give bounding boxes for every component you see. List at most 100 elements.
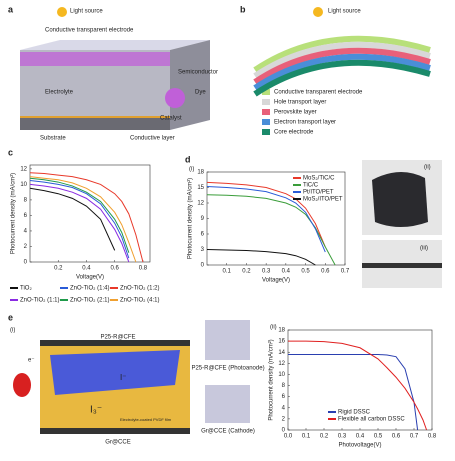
series-line <box>288 353 419 431</box>
legend-label: ZnO-TiO₂ (1:4) <box>70 286 109 292</box>
panel-label: c <box>8 147 13 157</box>
x-axis-label: Voltage(V) <box>262 278 290 284</box>
label: Substrate <box>40 136 66 142</box>
layer-band <box>253 59 431 97</box>
y-tick-label: 8 <box>24 197 28 203</box>
label: Electrolyte-coated PVDF film <box>120 417 172 422</box>
legend-label: MoS₂/TiC/C <box>303 176 335 182</box>
series-line <box>29 176 137 263</box>
label: Conductive layer <box>130 136 175 142</box>
x-tick-label: 0.8 <box>139 266 148 272</box>
layer-band <box>253 41 431 79</box>
photo-fabric <box>372 171 428 227</box>
photo-label: (ii) <box>424 165 431 171</box>
x-axis-label: Photovoltage(V) <box>338 443 381 449</box>
layer-band <box>253 35 431 73</box>
label: Catalyst <box>160 116 182 122</box>
y-tick-label: 14 <box>278 350 285 356</box>
photo <box>205 385 250 423</box>
legend-label: TiC/C <box>303 183 319 189</box>
x-tick-label: 0.2 <box>54 266 63 272</box>
side <box>170 40 210 130</box>
label: Gr@CCE (Cathode) <box>201 429 255 435</box>
x-tick-label: 0.2 <box>242 269 251 275</box>
y-tick-label: 18 <box>197 170 204 176</box>
legend-swatch <box>262 129 270 135</box>
y-tick-label: 2 <box>24 244 28 250</box>
label: P25-R@CFE (Photoanode) <box>191 366 264 372</box>
y-tick-label: 12 <box>278 361 285 367</box>
sun <box>313 7 323 17</box>
series-line <box>29 183 130 263</box>
top-surface <box>20 40 210 50</box>
legend-swatch <box>262 119 270 125</box>
x-tick-label: 0.1 <box>302 434 311 440</box>
label: P25-R@CFE <box>100 335 135 341</box>
legend-label: MoS₂/ITO/PET <box>303 197 343 203</box>
x-tick-label: 0.6 <box>111 266 120 272</box>
legend-label: TiO₂ <box>20 286 32 292</box>
electron: e⁻ <box>28 358 35 364</box>
series-line <box>29 187 116 251</box>
y-tick-label: 12 <box>197 201 204 207</box>
x-tick-label: 0.3 <box>338 434 347 440</box>
y-tick-label: 8 <box>282 383 286 389</box>
x-tick-label: 0.3 <box>262 269 271 275</box>
legend-swatch <box>262 89 270 95</box>
label: Light source <box>328 9 361 15</box>
layer-band <box>253 53 431 91</box>
label: Electrolyte <box>45 90 74 96</box>
x-tick-label: 0.6 <box>392 434 401 440</box>
dye-layer <box>20 52 170 66</box>
sub-label: (i) <box>10 328 15 334</box>
legend-swatch <box>262 109 270 115</box>
label: Light source <box>70 9 103 15</box>
y-tick-label: 2 <box>282 416 286 422</box>
front <box>20 50 170 130</box>
x-tick-label: 0.7 <box>341 269 350 275</box>
series-line <box>29 177 130 253</box>
x-tick-label: 0.1 <box>223 269 232 275</box>
legend-label: ZnO-TiO₂ (4:1) <box>120 298 159 304</box>
photoanode-film <box>50 350 180 395</box>
y-tick-label: 6 <box>201 232 205 238</box>
legend-label: ZnO-TiO₂ (2:1) <box>70 298 109 304</box>
y-tick-label: 16 <box>278 339 285 345</box>
label: Conductive transparent electrode <box>45 28 134 34</box>
substrate <box>20 118 170 130</box>
y-tick-label: 10 <box>20 182 27 188</box>
x-tick-label: 0.5 <box>374 434 383 440</box>
x-tick-label: 0.4 <box>82 266 91 272</box>
photo-label: (iii) <box>420 246 428 252</box>
series-line <box>206 185 326 253</box>
legend-label: Flexible all carbon DSSC <box>338 417 405 423</box>
panel-label: e <box>8 312 13 322</box>
y-tick-label: 12 <box>20 166 27 172</box>
sub-label: (ii) <box>270 325 277 331</box>
x-tick-label: 0.5 <box>301 269 310 275</box>
ion: I₃⁻ <box>90 405 102 416</box>
anode-fiber <box>40 340 190 346</box>
legend-label: Perovskite layer <box>274 110 317 116</box>
x-tick-label: 0.2 <box>320 434 329 440</box>
y-axis-label: Photocurrent density (mA/cm²) <box>269 339 275 420</box>
x-tick-label: 0.4 <box>282 269 291 275</box>
legend-label: ZnO-TiO₂ (1:1) <box>20 298 59 304</box>
series-line <box>29 180 130 259</box>
legend-label: Rigid DSSC <box>338 410 371 416</box>
x-tick-label: 0.0 <box>284 434 293 440</box>
label: Dye <box>195 90 206 96</box>
panel-label: b <box>240 4 246 14</box>
x-tick-label: 0.8 <box>428 434 437 440</box>
legend-label: Conductive transparent electrode <box>274 90 363 96</box>
ion: I⁻ <box>120 373 126 382</box>
legend-label: Electron transport layer <box>274 120 336 126</box>
panel-a: a Light source Conductive transparent el… <box>8 4 218 141</box>
plot-frame <box>206 171 346 266</box>
y-tick-label: 18 <box>278 328 285 334</box>
legend-swatch <box>262 99 270 105</box>
y-tick-label: 0 <box>24 260 28 266</box>
photo-fiber <box>362 263 442 268</box>
y-tick-label: 0 <box>282 428 286 434</box>
photo <box>205 320 250 360</box>
